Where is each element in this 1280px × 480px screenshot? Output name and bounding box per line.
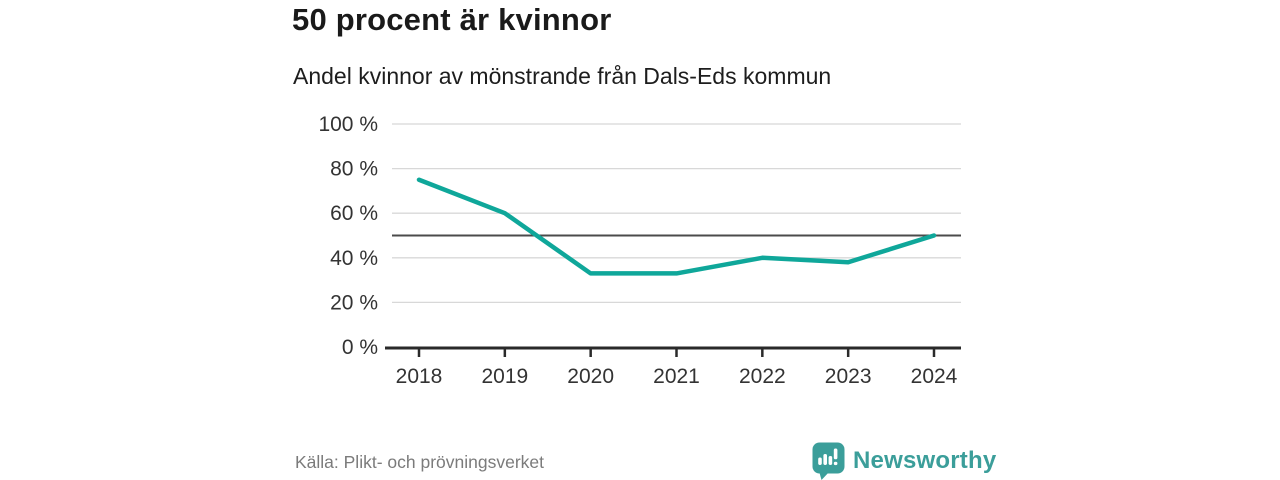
data-line [416,177,937,276]
y-tick-label: 40 % [330,247,378,270]
newsworthy-brand-name: Newsworthy [853,447,997,474]
x-tick-label: 2020 [567,365,614,388]
y-tick-label: 80 % [330,158,378,181]
x-tick-label: 2021 [653,365,700,388]
x-tick-label: 2024 [911,365,958,388]
y-tick-label: 60 % [330,202,378,225]
x-tick-label: 2022 [739,365,786,388]
y-tick-label: 100 % [318,113,378,136]
y-tick-label: 0 % [342,336,378,359]
bar-chart-speech-bubble-icon [812,442,845,480]
chart-title: 50 procent är kvinnor [292,2,612,37]
source-note: Källa: Plikt- och prövningsverket [295,452,544,472]
y-tick-label: 20 % [330,291,378,314]
chart-subtitle: Andel kvinnor av mönstrande från Dals-Ed… [293,63,832,89]
newsworthy-logo: Newsworthy [812,442,997,480]
x-tick-label: 2018 [396,365,443,388]
x-tick-label: 2023 [825,365,872,388]
x-tick-label: 2019 [481,365,528,388]
